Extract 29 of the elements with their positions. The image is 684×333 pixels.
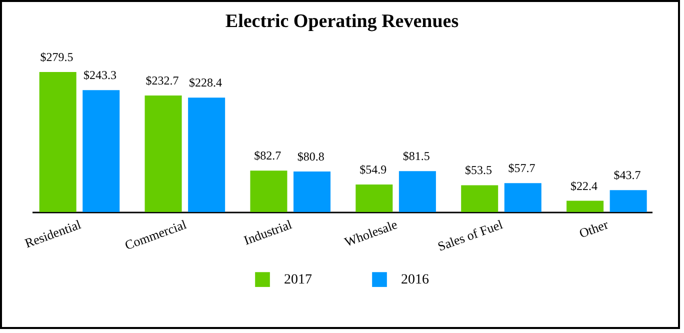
data-label: $279.5: [40, 50, 74, 64]
legend-label: 2016: [401, 272, 429, 288]
chart-title: Electric Operating Revenues: [225, 11, 459, 32]
data-label: $243.3: [84, 68, 117, 82]
bar: [39, 72, 76, 212]
bar: [356, 184, 393, 212]
bar: [566, 200, 604, 212]
bar: [398, 171, 436, 212]
x-tick-label: Other: [577, 216, 611, 241]
data-label: $81.5: [402, 149, 430, 164]
bar: [188, 98, 226, 212]
data-label: $54.9: [360, 162, 387, 176]
data-label: $57.7: [508, 161, 536, 176]
data-label: $82.7: [254, 148, 282, 163]
legend-label: 2017: [284, 272, 312, 288]
data-label: $228.4: [188, 76, 222, 90]
bar: [461, 185, 498, 212]
data-label: $80.8: [297, 150, 324, 164]
bar: [144, 95, 182, 212]
bar: [610, 190, 647, 212]
data-label: $232.7: [146, 73, 179, 88]
x-tick-label: Sales of Fuel: [436, 216, 505, 254]
data-label: $22.4: [570, 178, 598, 193]
data-label: $43.7: [614, 168, 641, 182]
data-label: $53.5: [465, 163, 492, 178]
bar: [250, 170, 288, 212]
bar: [82, 90, 120, 212]
bar: [504, 183, 542, 212]
bar: [294, 172, 331, 212]
